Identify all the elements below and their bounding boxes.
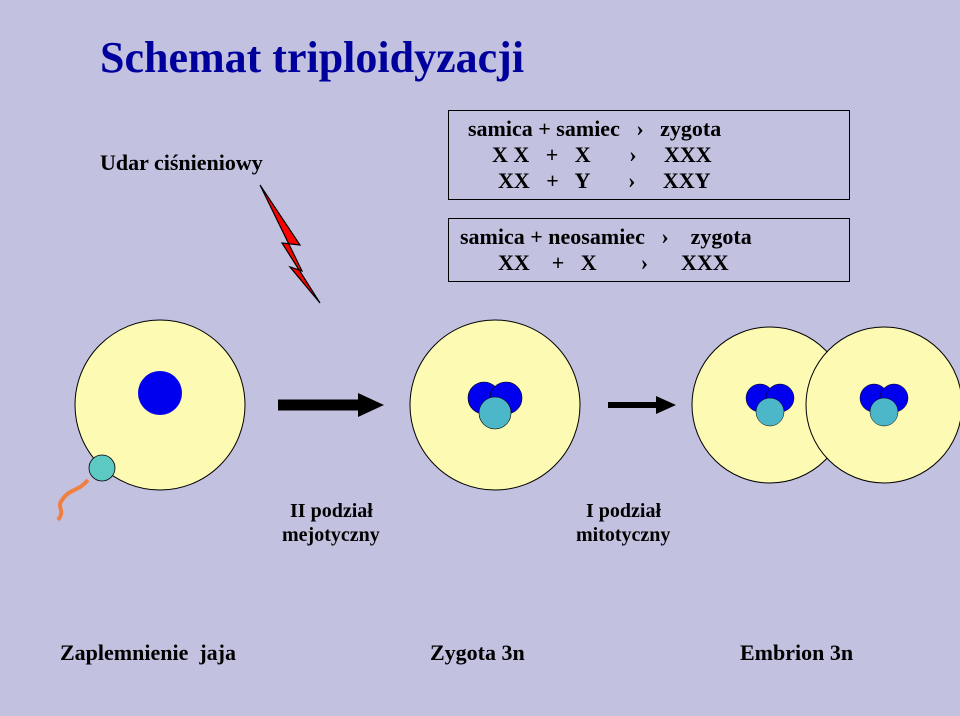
label-mitotic-b: mitotyczny: [576, 524, 670, 547]
label-mitotic-a: I podział: [586, 500, 661, 523]
arrow-1: [278, 393, 384, 417]
label-meiotic-b: mejotyczny: [282, 524, 380, 547]
arrow-2: [608, 396, 676, 414]
cell-egg: [58, 320, 245, 520]
label-meiotic-a: II podział: [290, 500, 373, 523]
sperm-tail-icon: [58, 480, 88, 520]
embryo-b-n3: [870, 398, 898, 426]
cell-zygote: [410, 320, 580, 490]
polar-body: [89, 455, 115, 481]
label-fertilization: Zaplemnienie jaja: [60, 640, 236, 666]
diagram-stage: Schemat triploidyzacji Udar ciśnieniowy …: [0, 0, 960, 716]
zygote-nucleus-3: [479, 397, 511, 429]
embryo-a-n3: [756, 398, 784, 426]
cell-egg-nucleus: [138, 371, 182, 415]
cell-embryo: [692, 327, 960, 483]
label-zygote-3n: Zygota 3n: [430, 640, 525, 666]
label-embryo-3n: Embrion 3n: [740, 640, 853, 666]
cells-layer: [0, 0, 960, 716]
